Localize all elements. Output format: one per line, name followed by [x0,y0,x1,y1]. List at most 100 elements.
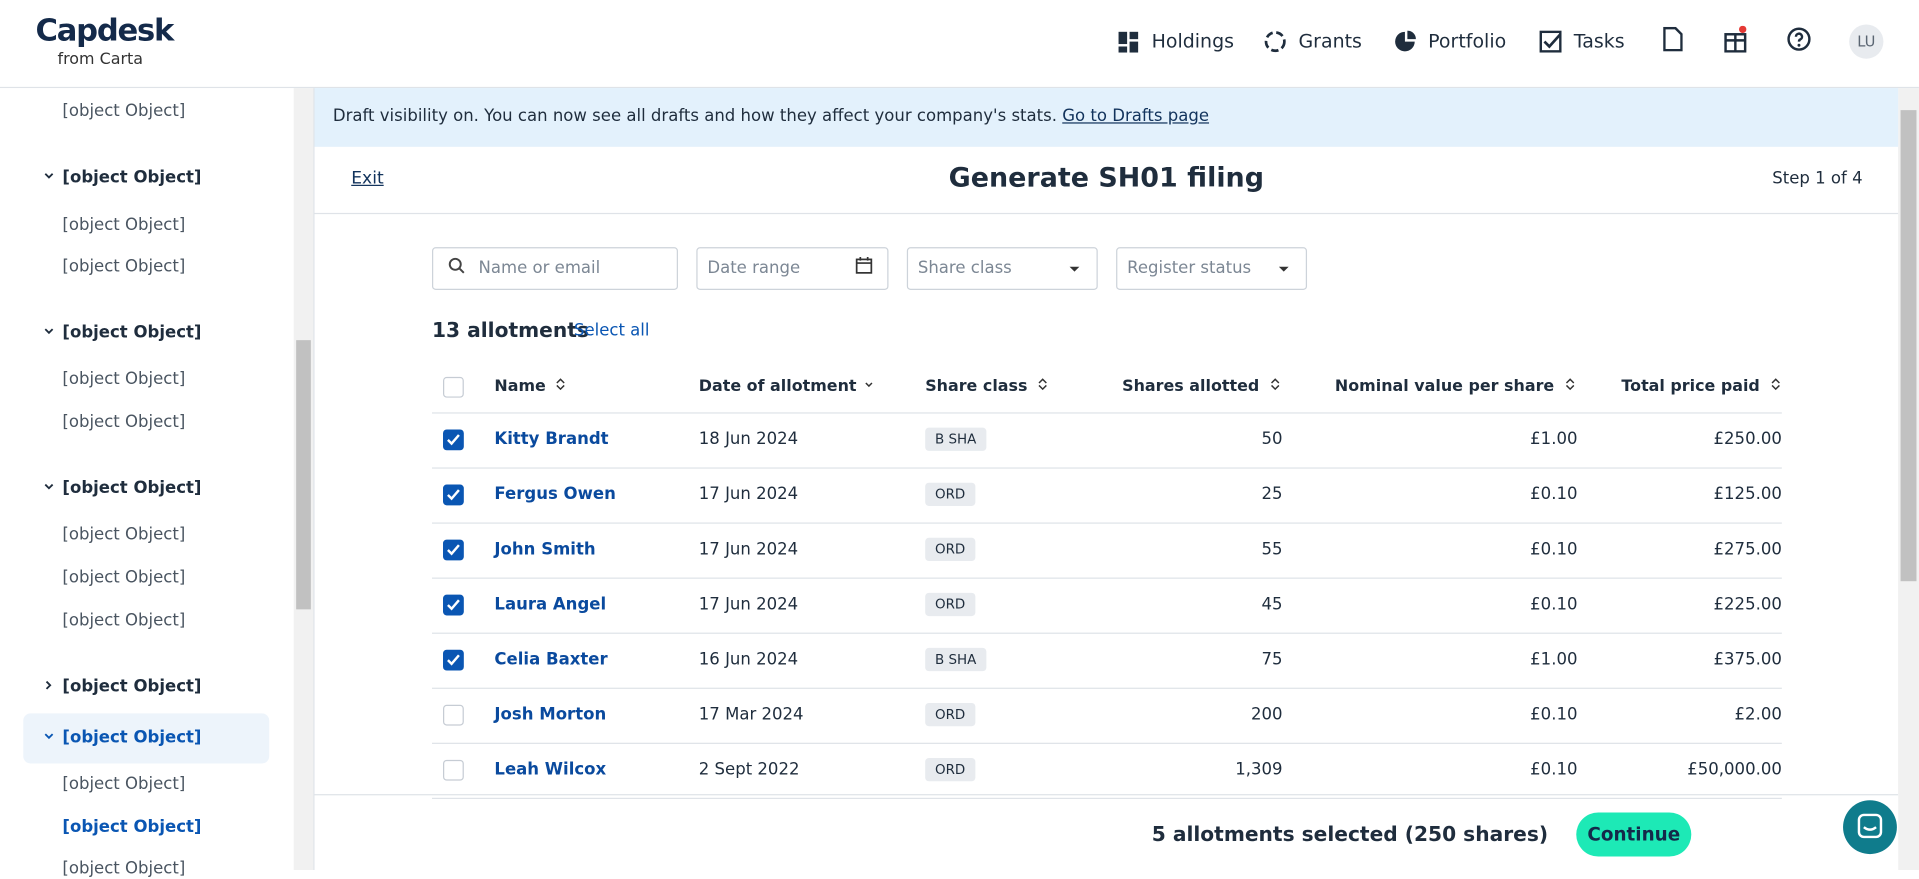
column-header[interactable]: Name [494,377,546,396]
select-all[interactable]: Select all [573,320,650,341]
share-class-badge: ORD [925,592,976,617]
sort-icon[interactable] [1771,377,1781,397]
logo[interactable]: Capdesk [35,12,174,48]
sidebar-link[interactable]: [object Object] [62,524,186,545]
checkbox[interactable] [443,759,464,781]
row-border [432,577,1782,579]
column-header[interactable]: Share class [925,377,1028,396]
filter-placeholder: Name or email [478,258,601,278]
stakeholder-name[interactable]: John Smith [494,539,596,560]
step: Step 1 of 4 [1772,168,1863,189]
sidebar-link[interactable]: [object Object] [62,774,186,795]
checkbox[interactable] [443,484,464,506]
share-class-badge: B SHA [925,647,987,672]
nav-link[interactable]: Portfolio [1428,30,1507,53]
column-header[interactable]: Total price paid [1621,377,1760,396]
continue-button[interactable]: Continue [1576,812,1692,857]
sort-icon[interactable] [556,377,566,397]
sort-icon[interactable] [864,377,874,397]
docs-icon[interactable] [1663,26,1683,56]
sidebar-link[interactable]: [object Object] [62,215,186,235]
filter-placeholder: Date range [707,258,801,278]
status-filter[interactable] [1116,247,1308,290]
allotment-date: 17 Jun 2024 [698,539,799,560]
column-header[interactable]: Nominal value per share [1334,377,1555,396]
sidebar-link[interactable]: [object Object] [62,101,186,122]
share-class-badge: ORD [925,702,976,727]
row-border [432,797,1782,800]
column-header[interactable]: Date of allotment [698,377,857,396]
share-class-badge: ORD [925,482,976,506]
sidebar-link[interactable]: [object Object] [62,610,186,631]
nav-link[interactable]: Holdings [1151,30,1234,53]
shares-allotted: 55 [1261,539,1283,560]
nominal-value: £0.10 [1530,594,1578,615]
sort-icon[interactable] [1565,377,1575,397]
sidebar-link[interactable]: [object Object] [62,567,186,588]
sidebar-section[interactable]: [object Object] [62,728,202,748]
sidebar-link[interactable]: [object Object] [62,369,186,390]
exit-link[interactable]: Exit [351,168,384,189]
checkbox[interactable] [443,649,464,671]
allotment-date: 17 Jun 2024 [698,594,799,615]
date-filter[interactable] [696,247,889,290]
sidebar-section[interactable]: [object Object] [62,167,202,188]
calendar-icon [855,256,873,279]
column-header[interactable]: Shares allotted [1122,377,1260,396]
checkbox[interactable] [443,704,464,726]
stakeholder-name[interactable]: Josh Morton [494,704,607,725]
sidebar-section[interactable]: [object Object] [62,478,202,499]
logo-sub: from Carta [57,50,143,70]
stakeholder-name[interactable]: Kitty Brandt [494,429,609,450]
chevron[interactable] [43,728,55,748]
checkbox[interactable] [443,376,464,398]
sort-icon[interactable] [1270,377,1280,397]
banner-text: Draft visibility on. You can now see all… [332,106,1057,127]
chevron[interactable] [43,323,55,343]
nav-link[interactable]: Tasks [1573,30,1625,53]
nominal-value: £0.10 [1530,539,1578,560]
sidebar-link[interactable]: [object Object] [62,412,186,432]
share-class-filter[interactable] [906,247,1098,290]
nav-link[interactable]: Grants [1298,30,1362,53]
chevron[interactable] [43,168,55,188]
sidebar-link[interactable]: [object Object] [62,256,186,277]
stakeholder-name[interactable]: Laura Angel [494,594,607,615]
checkbox[interactable] [443,594,464,616]
stakeholder-name[interactable]: Leah Wilcox [494,759,607,780]
nav-icon [1539,30,1562,53]
banner [314,88,1899,147]
sort-icon[interactable] [1038,377,1048,397]
shares-allotted: 45 [1261,594,1283,615]
nav-icon [1117,31,1139,53]
total-price: £275.00 [1713,539,1782,560]
total-price: £125.00 [1713,484,1782,505]
stakeholder-name[interactable]: Celia Baxter [494,649,608,670]
stakeholder-name[interactable]: Fergus Owen [494,484,616,505]
gift-icon[interactable] [1723,25,1747,58]
chevron[interactable] [43,478,55,498]
allotment-date: 17 Jun 2024 [698,484,799,505]
chat-button[interactable] [1843,800,1897,855]
sidebar-section[interactable]: [object Object] [62,323,202,343]
checkbox[interactable] [443,539,464,561]
divider [314,212,1899,215]
total-price: £375.00 [1713,649,1782,670]
sidebar-scrollbar [293,88,314,870]
help-icon[interactable] [1787,27,1811,56]
sidebar-section[interactable]: [object Object] [62,676,202,697]
chevron[interactable] [43,677,55,697]
nominal-value: £1.00 [1530,429,1578,450]
row-border [432,522,1782,524]
allotment-date: 16 Jun 2024 [698,649,799,670]
shares-allotted: 200 [1250,704,1283,725]
checkbox[interactable] [443,429,464,451]
nominal-value: £0.10 [1530,484,1578,505]
banner-link[interactable]: Go to Drafts page [1062,106,1210,127]
sidebar-link[interactable]: [object Object] [62,858,186,879]
sidebar-link[interactable]: [object Object] [62,817,202,837]
search-input[interactable] [432,247,678,290]
avatar[interactable]: LU [1849,24,1884,59]
